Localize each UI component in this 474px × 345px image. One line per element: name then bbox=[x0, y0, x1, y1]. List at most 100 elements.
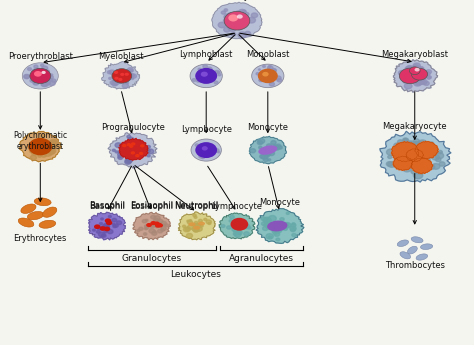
Circle shape bbox=[197, 80, 200, 82]
Circle shape bbox=[267, 66, 273, 70]
Circle shape bbox=[112, 82, 118, 86]
Circle shape bbox=[238, 14, 244, 18]
Circle shape bbox=[130, 151, 132, 152]
Circle shape bbox=[218, 71, 220, 73]
Circle shape bbox=[227, 13, 231, 16]
Circle shape bbox=[275, 223, 278, 226]
Circle shape bbox=[43, 77, 48, 80]
Circle shape bbox=[125, 158, 132, 163]
Circle shape bbox=[29, 150, 33, 152]
Circle shape bbox=[420, 150, 429, 157]
Circle shape bbox=[42, 66, 48, 70]
Circle shape bbox=[272, 224, 275, 227]
Circle shape bbox=[275, 146, 279, 148]
Circle shape bbox=[131, 74, 137, 78]
Circle shape bbox=[421, 144, 426, 147]
Circle shape bbox=[161, 229, 164, 231]
Circle shape bbox=[405, 161, 409, 164]
Circle shape bbox=[147, 155, 150, 157]
Circle shape bbox=[44, 150, 52, 156]
Circle shape bbox=[150, 221, 156, 225]
Circle shape bbox=[129, 152, 133, 155]
Circle shape bbox=[412, 156, 418, 159]
Text: Proerythroblast: Proerythroblast bbox=[8, 52, 73, 61]
Circle shape bbox=[393, 147, 402, 154]
Circle shape bbox=[154, 224, 160, 228]
Circle shape bbox=[406, 160, 411, 164]
Circle shape bbox=[436, 158, 441, 162]
Circle shape bbox=[403, 80, 408, 83]
Circle shape bbox=[240, 223, 247, 228]
Circle shape bbox=[409, 73, 414, 76]
Circle shape bbox=[112, 218, 117, 222]
Circle shape bbox=[28, 144, 36, 150]
Circle shape bbox=[409, 70, 412, 72]
Circle shape bbox=[193, 227, 199, 232]
Circle shape bbox=[195, 144, 199, 146]
Circle shape bbox=[429, 165, 435, 169]
Circle shape bbox=[410, 158, 420, 165]
Circle shape bbox=[128, 137, 134, 142]
Circle shape bbox=[236, 225, 238, 227]
Circle shape bbox=[221, 11, 226, 14]
Circle shape bbox=[407, 78, 412, 82]
Circle shape bbox=[119, 74, 123, 77]
Circle shape bbox=[112, 80, 115, 81]
Circle shape bbox=[412, 142, 418, 146]
Circle shape bbox=[41, 64, 44, 67]
Circle shape bbox=[161, 221, 166, 225]
Circle shape bbox=[109, 70, 115, 74]
Circle shape bbox=[221, 225, 225, 227]
Circle shape bbox=[118, 151, 122, 154]
Circle shape bbox=[131, 78, 134, 79]
Ellipse shape bbox=[21, 204, 36, 214]
Circle shape bbox=[399, 148, 406, 154]
Circle shape bbox=[267, 75, 272, 79]
Circle shape bbox=[152, 231, 157, 235]
Circle shape bbox=[30, 79, 35, 82]
Circle shape bbox=[237, 227, 239, 229]
Circle shape bbox=[275, 225, 280, 229]
Circle shape bbox=[412, 158, 422, 165]
Circle shape bbox=[125, 73, 129, 76]
Circle shape bbox=[128, 148, 133, 152]
Text: Megakaryoblast: Megakaryoblast bbox=[381, 50, 448, 59]
Circle shape bbox=[405, 160, 413, 166]
Circle shape bbox=[215, 70, 219, 73]
Circle shape bbox=[247, 17, 255, 23]
Circle shape bbox=[145, 228, 147, 230]
Circle shape bbox=[204, 75, 207, 77]
Polygon shape bbox=[19, 131, 61, 162]
Circle shape bbox=[232, 227, 237, 231]
Polygon shape bbox=[108, 133, 157, 168]
Circle shape bbox=[203, 76, 208, 79]
Circle shape bbox=[129, 147, 134, 150]
Circle shape bbox=[407, 143, 412, 147]
Circle shape bbox=[194, 225, 200, 228]
Circle shape bbox=[272, 229, 279, 234]
Text: Polychromatic
erythroblast: Polychromatic erythroblast bbox=[13, 131, 67, 151]
Circle shape bbox=[40, 75, 44, 77]
Circle shape bbox=[48, 76, 54, 79]
Circle shape bbox=[415, 77, 424, 82]
Circle shape bbox=[264, 148, 271, 152]
Circle shape bbox=[196, 226, 202, 231]
Text: Eosinophil: Eosinophil bbox=[130, 201, 173, 210]
Circle shape bbox=[107, 71, 111, 74]
Circle shape bbox=[209, 79, 211, 81]
Circle shape bbox=[417, 154, 423, 158]
Circle shape bbox=[199, 219, 202, 222]
Circle shape bbox=[198, 76, 201, 78]
Circle shape bbox=[421, 150, 427, 155]
Text: Neutrophil: Neutrophil bbox=[174, 201, 219, 210]
Circle shape bbox=[427, 76, 431, 79]
Circle shape bbox=[425, 168, 429, 171]
Circle shape bbox=[260, 155, 265, 158]
Circle shape bbox=[410, 67, 420, 75]
Polygon shape bbox=[411, 158, 433, 174]
Circle shape bbox=[273, 76, 275, 78]
Circle shape bbox=[413, 155, 417, 158]
Circle shape bbox=[137, 229, 140, 231]
Circle shape bbox=[435, 152, 444, 159]
Circle shape bbox=[214, 81, 218, 84]
